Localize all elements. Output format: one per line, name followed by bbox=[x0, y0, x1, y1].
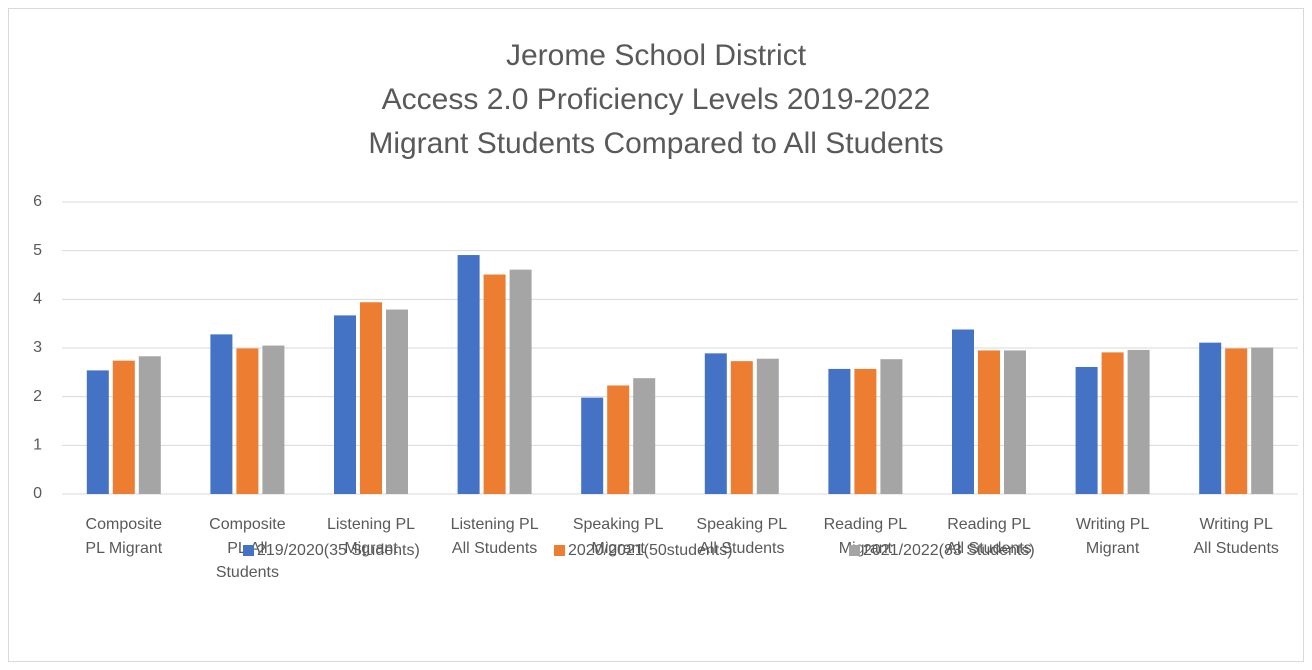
x-tick-label: Composite bbox=[209, 516, 286, 533]
bar bbox=[1101, 352, 1124, 494]
legend-swatch bbox=[554, 545, 565, 556]
x-tick-label: All Students bbox=[699, 540, 784, 557]
x-tick-label: All Students bbox=[452, 540, 537, 557]
bar bbox=[880, 359, 903, 494]
bar bbox=[509, 269, 532, 494]
bar bbox=[138, 356, 161, 494]
bar bbox=[1199, 342, 1222, 494]
bar bbox=[236, 348, 259, 494]
bar bbox=[457, 255, 480, 494]
bar bbox=[828, 368, 851, 494]
y-tick-label: 4 bbox=[33, 291, 42, 308]
bar bbox=[633, 378, 656, 494]
bar bbox=[112, 360, 135, 494]
x-tick-label: All Students bbox=[1194, 540, 1279, 557]
bar bbox=[262, 345, 285, 494]
bar bbox=[483, 274, 506, 494]
bar bbox=[1075, 366, 1098, 494]
x-tick-label: Migrant bbox=[344, 540, 398, 557]
legend-label: 219/2020(35 Students) bbox=[257, 542, 420, 559]
legend-label: 2021/2022(83 Students) bbox=[863, 542, 1035, 559]
legend-swatch bbox=[849, 545, 860, 556]
x-tick-label: Listening PL bbox=[451, 516, 539, 533]
bar bbox=[1251, 347, 1274, 494]
bar bbox=[756, 358, 779, 494]
x-tick-label: Writing PL bbox=[1199, 516, 1273, 533]
bar bbox=[952, 329, 974, 494]
bar bbox=[1225, 348, 1248, 494]
bar bbox=[334, 315, 356, 494]
x-tick-label: Writing PL bbox=[1076, 516, 1150, 533]
x-tick-label: Reading PL bbox=[947, 516, 1031, 533]
bar bbox=[386, 309, 408, 494]
bar bbox=[86, 370, 109, 494]
bar bbox=[704, 353, 727, 494]
x-tick-label: Speaking PL bbox=[573, 516, 664, 533]
y-tick-label: 6 bbox=[33, 193, 42, 210]
y-tick-label: 3 bbox=[33, 339, 42, 356]
x-tick-label: Migrant bbox=[1086, 540, 1140, 557]
x-tick-label: Reading PL bbox=[824, 516, 908, 533]
legend-swatch bbox=[243, 545, 254, 556]
x-tick-label: Students bbox=[216, 564, 279, 581]
y-tick-label: 0 bbox=[33, 485, 42, 502]
x-tick-label: Composite bbox=[86, 516, 163, 533]
chart-title: Access 2.0 Proficiency Levels 2019-2022 bbox=[382, 83, 931, 116]
x-tick-label: PL Migrant bbox=[85, 540, 162, 557]
legend-label: 2020/2021(50students) bbox=[568, 542, 733, 559]
x-tick-label: Listening PL bbox=[327, 516, 415, 533]
y-tick-label: 5 bbox=[33, 242, 42, 259]
y-tick-label: 1 bbox=[33, 437, 42, 454]
bar bbox=[607, 385, 630, 494]
bar bbox=[581, 397, 604, 494]
x-tick-label: Speaking PL bbox=[696, 516, 787, 533]
bar bbox=[210, 334, 233, 494]
x-tick-label: Migrant bbox=[592, 540, 646, 557]
y-tick-label: 2 bbox=[33, 388, 42, 405]
bar bbox=[1127, 349, 1150, 494]
bar bbox=[730, 361, 753, 494]
x-tick-label: All Students bbox=[946, 540, 1031, 557]
bar bbox=[360, 302, 382, 494]
bar bbox=[854, 368, 877, 494]
chart-title: Migrant Students Compared to All Student… bbox=[368, 127, 943, 160]
chart-title: Jerome School District bbox=[506, 39, 807, 72]
bar bbox=[1004, 350, 1026, 494]
bar bbox=[978, 350, 1000, 494]
